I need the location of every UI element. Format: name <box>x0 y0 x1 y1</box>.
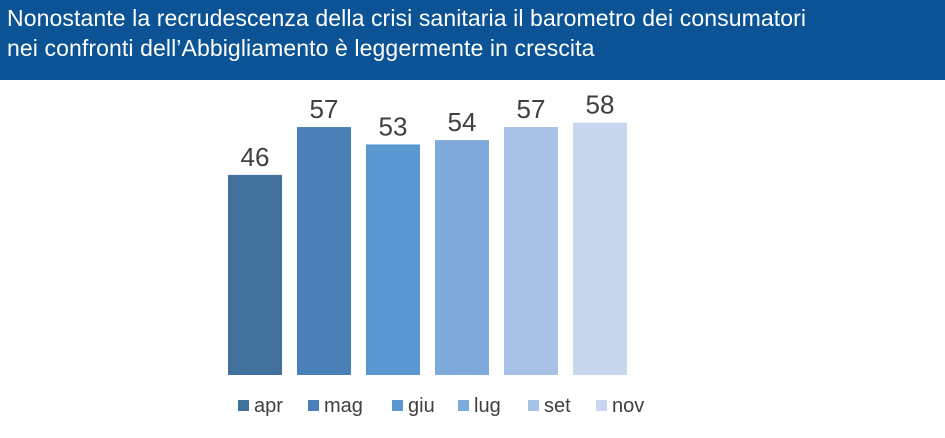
legend-label-nov: nov <box>612 395 644 417</box>
legend-label-giu: giu <box>408 395 435 417</box>
data-label-mag: 57 <box>310 94 339 124</box>
legend-swatch-giu <box>392 400 403 411</box>
bar-lug <box>435 140 489 375</box>
slide-title-line-2: nei confronti dell’Abbigliamento è legge… <box>7 35 595 61</box>
legend-label-mag: mag <box>324 395 363 417</box>
data-label-lug: 54 <box>448 107 477 137</box>
bar-giu <box>366 144 420 375</box>
data-label-set: 57 <box>517 94 546 124</box>
data-label-nov: 58 <box>586 90 615 120</box>
bar-nov <box>573 122 627 375</box>
legend-swatch-lug <box>458 400 469 411</box>
legend-swatch-nov <box>596 400 607 411</box>
bar-mag <box>297 127 351 375</box>
bar-set <box>504 127 558 375</box>
title-banner: Nonostante la recrudescenza della crisi … <box>0 0 945 80</box>
data-label-apr: 46 <box>241 142 270 172</box>
slide-title-line-1: Nonostante la recrudescenza della crisi … <box>7 5 807 31</box>
legend-swatch-mag <box>308 400 319 411</box>
bar-apr <box>228 174 282 375</box>
legend-swatch-apr <box>238 400 249 411</box>
data-label-giu: 53 <box>379 111 408 141</box>
legend-label-apr: apr <box>254 395 283 417</box>
legend-swatch-set <box>528 400 539 411</box>
slide-title: Nonostante la recrudescenza della crisi … <box>7 3 932 63</box>
legend-label-lug: lug <box>474 395 501 417</box>
bar-chart: 46 57 53 54 57 58 apr mag giu lug set nov <box>0 80 945 438</box>
legend-label-set: set <box>544 395 571 417</box>
bar-chart-svg: 46 57 53 54 57 58 apr mag giu lug set nov <box>228 90 644 417</box>
legend: apr mag giu lug set nov <box>238 395 644 417</box>
